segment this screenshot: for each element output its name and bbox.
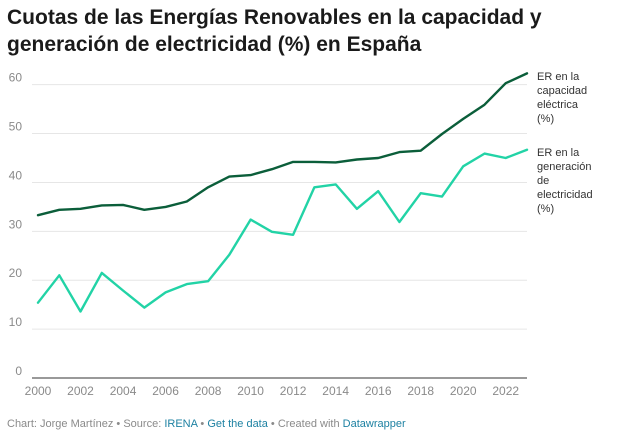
series-labels: ER en la capacidad eléctrica (%) ER en la gen… (537, 71, 593, 215)
series-line-1 (36, 72, 529, 217)
series-label-line: capacidad (537, 85, 587, 97)
series-label-line: (%) (537, 113, 554, 125)
y-tick-label: 40 (9, 168, 23, 182)
y-tick-label: 10 (9, 315, 23, 329)
x-tick-label: 2012 (280, 384, 307, 398)
series-line-2 (36, 148, 529, 313)
y-tick-label: 60 (9, 71, 23, 85)
get-data-link[interactable]: Get the data (207, 418, 268, 430)
x-tick-label: 2016 (365, 384, 392, 398)
x-axis-ticks: 2000 2002 2004 2006 2008 2010 2012 2014 2016 2018… (25, 384, 520, 398)
grid-lines (32, 84, 527, 379)
series-lines (36, 72, 529, 313)
x-tick-label: 2008 (195, 384, 222, 398)
series-label-line: ER en la (537, 71, 580, 83)
footer-created: • Created with (270, 418, 340, 430)
datawrapper-link[interactable]: Datawrapper (342, 418, 406, 430)
footer-credit: Chart: Jorge Martínez • Source: (7, 418, 162, 430)
x-tick-label: 2018 (407, 384, 434, 398)
x-tick-label: 2002 (67, 384, 94, 398)
y-tick-label: 50 (9, 120, 23, 134)
chart-footer: Chart: Jorge Martínez • Source: IRENA • … (7, 418, 406, 430)
series-label-line: electricidad (537, 189, 593, 201)
x-tick-label: 2014 (322, 384, 349, 398)
x-tick-label: 2004 (110, 384, 137, 398)
chart-title: Cuotas de las Energías Renovables en la … (7, 6, 542, 56)
series-label-line: generación (537, 161, 591, 173)
y-tick-label: 0 (15, 364, 22, 378)
series-label-line: eléctrica (537, 99, 579, 111)
y-tick-label: 30 (9, 217, 23, 231)
series-label-line: (%) (537, 203, 554, 215)
x-tick-label: 2010 (237, 384, 264, 398)
x-tick-label: 2022 (492, 384, 519, 398)
y-tick-label: 20 (9, 266, 23, 280)
series-label-line: ER en la (537, 147, 580, 159)
x-tick-label: 2006 (152, 384, 179, 398)
source-link[interactable]: IRENA (164, 418, 198, 430)
series-label-line: de (537, 175, 549, 187)
x-tick-label: 2000 (25, 384, 52, 398)
x-tick-label: 2020 (450, 384, 477, 398)
y-axis-ticks: 0 10 20 30 40 50 60 (9, 71, 23, 378)
footer-separator: • (200, 418, 205, 430)
